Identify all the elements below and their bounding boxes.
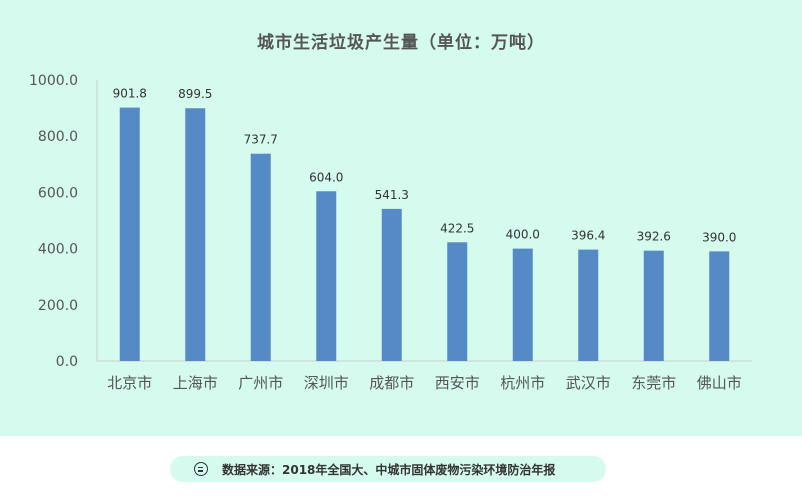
x-tick-label: 成都市 — [369, 374, 414, 392]
bar-chart: 0.0 200.0 400.0 600.0 800.0 1000.0 901.8 北京市 899… — [29, 73, 752, 392]
y-tick-label: 200.0 — [38, 298, 78, 314]
y-tick-label: 1000.0 — [29, 73, 78, 89]
bar — [512, 248, 533, 361]
bar — [250, 153, 271, 361]
bar — [381, 208, 402, 361]
data-label: 901.8 — [113, 87, 147, 101]
data-label: 392.6 — [637, 230, 671, 244]
bar — [643, 250, 664, 361]
bar — [316, 191, 337, 361]
data-label: 604.0 — [309, 170, 343, 184]
chart-title: 城市生活垃圾产生量（单位：万吨） — [257, 33, 545, 53]
source-note: 数据来源：2018年全国大、中城市固体废物污染环境防治年报 — [170, 456, 606, 482]
bar — [185, 108, 206, 361]
data-label: 390.0 — [702, 230, 736, 244]
y-tick-label: 600.0 — [38, 185, 78, 201]
x-tick-label: 上海市 — [173, 374, 218, 392]
bar — [578, 249, 599, 361]
x-tick-label: 北京市 — [107, 374, 152, 392]
data-label: 737.7 — [244, 133, 278, 147]
x-tick-label: 武汉市 — [566, 374, 611, 392]
data-label: 422.5 — [440, 221, 474, 235]
y-tick-label: 800.0 — [38, 129, 78, 145]
source-text: 数据来源：2018年全国大、中城市固体废物污染环境防治年报 — [222, 462, 556, 477]
data-label: 541.3 — [375, 188, 409, 202]
x-tick-label: 西安市 — [435, 374, 480, 392]
bar — [447, 242, 468, 361]
x-tick-label: 广州市 — [238, 374, 283, 392]
x-tick-label: 东莞市 — [631, 374, 676, 392]
bar — [119, 107, 140, 361]
x-tick-label: 深圳市 — [304, 374, 349, 392]
data-label: 396.4 — [571, 229, 605, 243]
data-label: 899.5 — [178, 87, 212, 101]
chart-panel: 城市生活垃圾产生量（单位：万吨） 0.0 200.0 400.0 600.0 800.0… — [0, 0, 802, 436]
x-tick-label: 佛山市 — [697, 374, 742, 392]
y-tick-label: 400.0 — [38, 242, 78, 258]
info-icon — [194, 462, 208, 476]
data-label: 400.0 — [506, 228, 540, 242]
x-tick-label: 杭州市 — [500, 374, 545, 392]
bar — [709, 251, 730, 361]
y-tick-label: 0.0 — [56, 354, 78, 370]
